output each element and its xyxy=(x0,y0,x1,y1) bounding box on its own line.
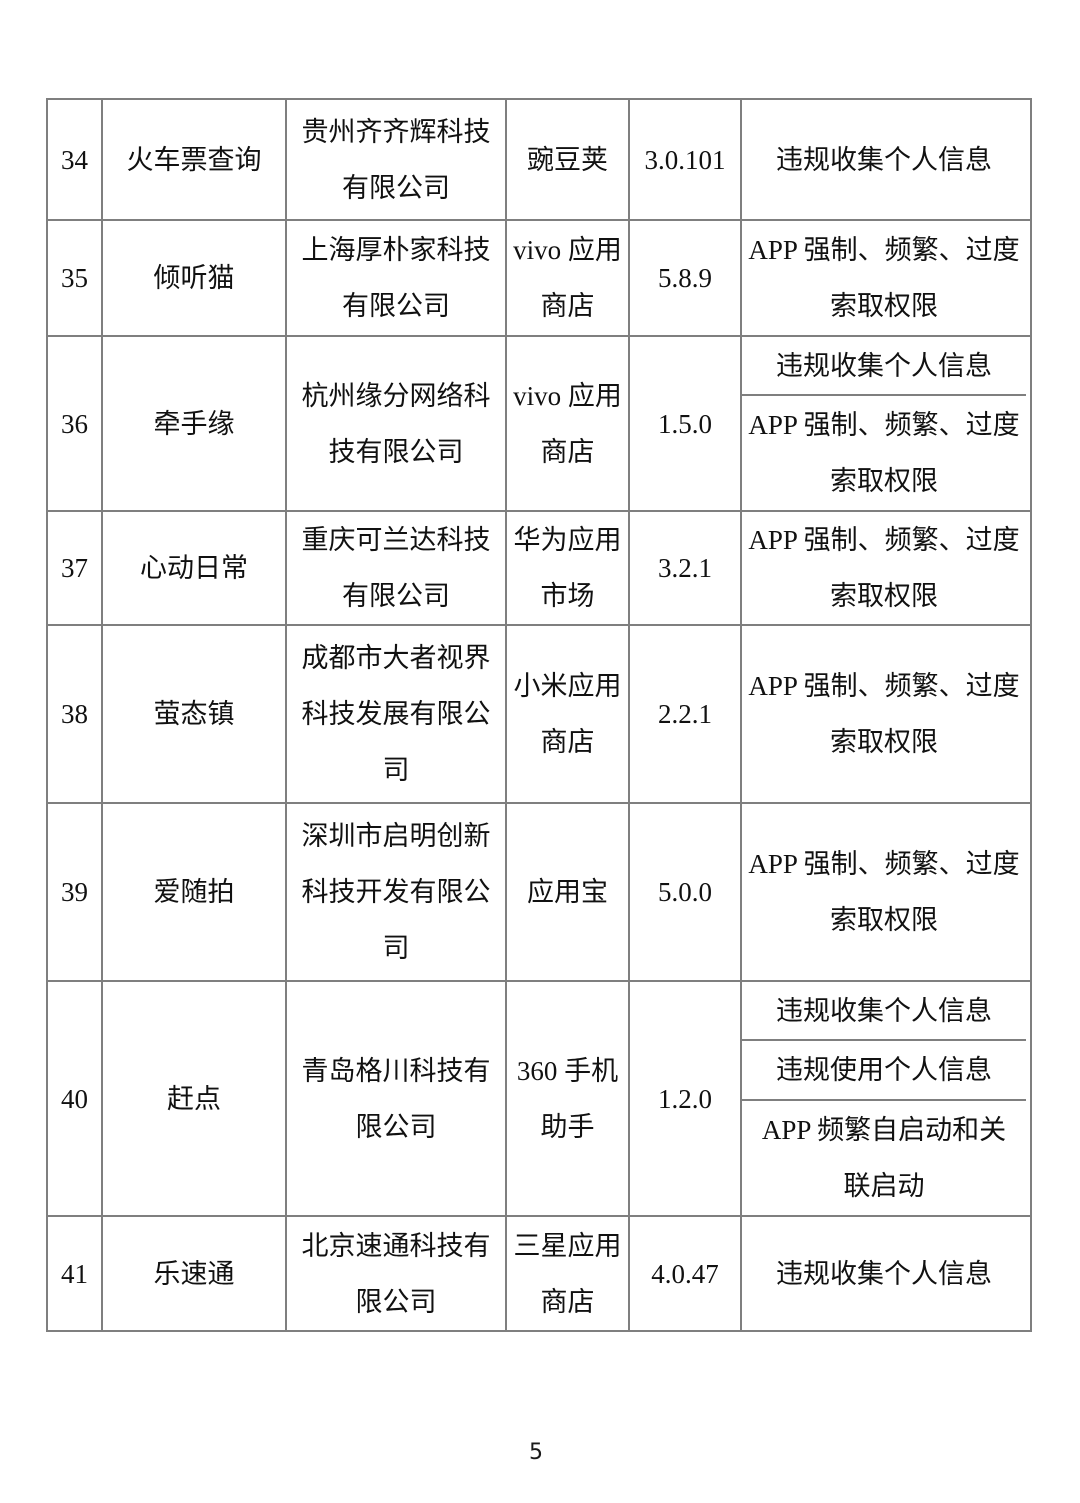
seq-cell: 34 xyxy=(61,144,88,175)
version-cell: 2.2.1 xyxy=(628,626,740,802)
app-name-cell: 心动日常 xyxy=(101,512,285,624)
company-cell: 上海厚朴家科技 有限公司 xyxy=(285,221,505,335)
violation-item: APP 强制、频繁、过度 索取权限 xyxy=(748,525,1020,611)
version-cell: 1.5.0 xyxy=(628,337,740,510)
table-row: 41 乐速通 北京速通科技有 限公司 三星应用 商店 4.0.47 违规收集个人… xyxy=(48,1215,1030,1330)
version-cell: 4.0.47 xyxy=(628,1217,740,1330)
violation-item: APP 频繁自启动和关 联启动 xyxy=(742,1098,1026,1216)
table-row: 34 火车票查询 贵州齐齐辉科技 有限公司 豌豆荚 3.0.101 违规收集个人… xyxy=(48,100,1030,219)
app-name-cell: 牵手缘 xyxy=(101,337,285,510)
violation-cell: APP 强制、频繁、过度 索取权限 xyxy=(740,804,1026,980)
seq-cell: 37 xyxy=(61,553,88,583)
table-row: 38 萤态镇 成都市大者视界 科技发展有限公 司 小米应用 商店 2.2.1 A… xyxy=(48,624,1030,802)
violation-item: 违规收集个人信息 xyxy=(776,350,992,381)
version-cell: 3.2.1 xyxy=(628,512,740,624)
company-cell: 青岛格川科技有 限公司 xyxy=(285,982,505,1215)
store-cell: 360 手机 助手 xyxy=(505,982,628,1215)
table-row: 35 倾听猫 上海厚朴家科技 有限公司 vivo 应用 商店 5.8.9 APP… xyxy=(48,219,1030,335)
violation-cell: 违规收集个人信息 违规使用个人信息 APP 频繁自启动和关 联启动 xyxy=(740,982,1026,1215)
page-number: 5 xyxy=(529,1440,543,1465)
store-cell: 应用宝 xyxy=(505,804,628,980)
table-row: 36 牵手缘 杭州缘分网络科 技有限公司 vivo 应用 商店 1.5.0 违规… xyxy=(48,335,1030,510)
violation-item: APP 强制、频繁、过度 索取权限 xyxy=(748,849,1020,935)
version-cell: 1.2.0 xyxy=(628,982,740,1215)
table-row: 39 爱随拍 深圳市启明创新 科技开发有限公 司 应用宝 5.0.0 APP 强… xyxy=(48,802,1030,980)
violation-cell: APP 强制、频繁、过度 索取权限 xyxy=(740,221,1026,335)
store-cell: 华为应用 市场 xyxy=(505,512,628,624)
seq-cell: 39 xyxy=(61,877,88,907)
app-name-cell: 乐速通 xyxy=(101,1217,285,1330)
app-name-cell: 赶点 xyxy=(101,982,285,1215)
violation-item: 违规收集个人信息 xyxy=(776,1258,992,1289)
seq-cell: 36 xyxy=(61,408,88,439)
seq-cell: 40 xyxy=(61,1083,88,1114)
company-cell: 深圳市启明创新 科技开发有限公 司 xyxy=(285,804,505,980)
app-name-cell: 倾听猫 xyxy=(101,221,285,335)
store-cell: 小米应用 商店 xyxy=(505,626,628,802)
table-row: 37 心动日常 重庆可兰达科技 有限公司 华为应用 市场 3.2.1 APP 强… xyxy=(48,510,1030,624)
version-cell: 3.0.101 xyxy=(628,100,740,219)
company-cell: 成都市大者视界 科技发展有限公 司 xyxy=(285,626,505,802)
violation-item: APP 强制、频繁、过度 索取权限 xyxy=(748,671,1020,757)
seq-cell: 35 xyxy=(61,263,88,293)
violation-item: APP 强制、频繁、过度 索取权限 xyxy=(742,394,1026,510)
version-cell: 5.8.9 xyxy=(628,221,740,335)
app-name-cell: 萤态镇 xyxy=(101,626,285,802)
version-cell: 5.0.0 xyxy=(628,804,740,980)
company-cell: 重庆可兰达科技 有限公司 xyxy=(285,512,505,624)
company-cell: 杭州缘分网络科 技有限公司 xyxy=(285,337,505,510)
violation-item: 违规收集个人信息 xyxy=(776,144,992,175)
violation-cell: 违规收集个人信息 xyxy=(740,1217,1026,1330)
store-cell: vivo 应用 商店 xyxy=(505,337,628,510)
violation-cell: 违规收集个人信息 APP 强制、频繁、过度 索取权限 xyxy=(740,337,1026,510)
violation-cell: 违规收集个人信息 xyxy=(740,100,1026,219)
violation-item: APP 强制、频繁、过度 索取权限 xyxy=(748,235,1020,321)
seq-cell: 38 xyxy=(61,699,88,729)
violation-cell: APP 强制、频繁、过度 索取权限 xyxy=(740,626,1026,802)
store-cell: 三星应用 商店 xyxy=(505,1217,628,1330)
store-cell: vivo 应用 商店 xyxy=(505,221,628,335)
table-row: 40 赶点 青岛格川科技有 限公司 360 手机 助手 1.2.0 违规收集个人… xyxy=(48,980,1030,1215)
app-name-cell: 火车票查询 xyxy=(101,100,285,219)
company-cell: 北京速通科技有 限公司 xyxy=(285,1217,505,1330)
seq-cell: 41 xyxy=(61,1258,88,1289)
violation-item: 违规收集个人信息 xyxy=(776,995,992,1026)
app-name-cell: 爱随拍 xyxy=(101,804,285,980)
company-cell: 贵州齐齐辉科技 有限公司 xyxy=(285,100,505,219)
app-violation-table: 34 火车票查询 贵州齐齐辉科技 有限公司 豌豆荚 3.0.101 违规收集个人… xyxy=(46,98,1032,1332)
store-cell: 豌豆荚 xyxy=(505,100,628,219)
violation-item: 违规使用个人信息 xyxy=(742,1039,1026,1098)
violation-cell: APP 强制、频繁、过度 索取权限 xyxy=(740,512,1026,624)
